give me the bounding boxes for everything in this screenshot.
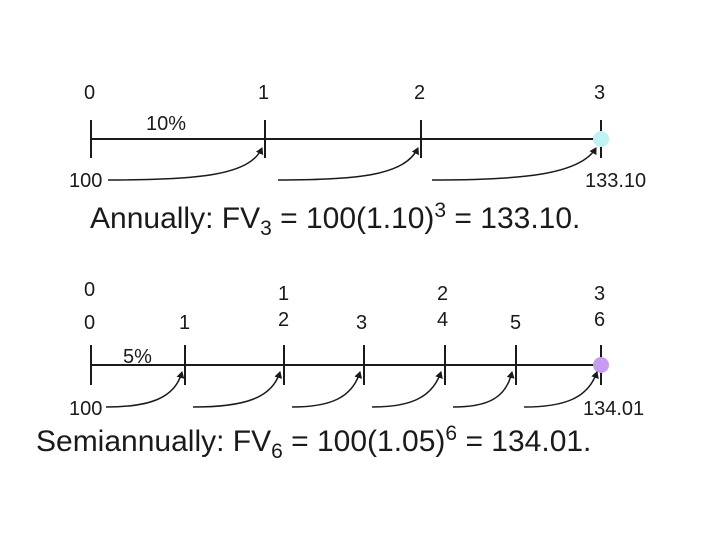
semiannual-arrow-2-3 [291,371,363,408]
semiannual-period-4: 4 [437,309,449,331]
semiannual-formula: Semiannually: FV6 = 100(1.05)6 = 134.01. [36,422,592,462]
semiannual-period-3: 3 [356,312,368,334]
annual-period-2: 2 [414,82,426,104]
annual-formula-subscript: 3 [260,217,272,240]
semiannual-formula-exponent: 6 [445,422,458,445]
semiannual-year-3: 3 [594,283,606,305]
annual-period-1: 1 [258,82,270,104]
semiannual-period-2: 2 [278,309,290,331]
annual-arrow-2-3 [431,147,597,181]
annual-pv-label: 100 [69,170,103,192]
semiannual-arrows [105,371,599,408]
semiannual-year-0: 0 [84,279,96,301]
semiannual-period-1: 1 [179,312,191,334]
semiannual-formula-mid: = 100(1.05) [282,425,446,458]
semiannual-period-6: 6 [594,309,606,331]
semiannual-fv-label: 134.01 [583,398,645,420]
annual-period-0: 0 [84,82,96,104]
annual-formula-suffix: = 133.10. [446,202,581,235]
semiannual-period-5: 5 [510,312,522,334]
semiannual-arrow-4-5 [452,371,515,408]
semiannual-timeline [90,345,602,385]
semiannual-arrow-1-2 [192,371,283,408]
semiannual-year-1: 1 [278,283,290,305]
annual-arrow-1-2 [277,147,419,181]
semiannual-formula-subscript: 6 [271,440,283,463]
semiannual-period-0: 0 [84,312,96,334]
annual-formula-mid: = 100(1.10) [271,202,435,235]
annual-formula-exponent: 3 [434,199,447,222]
annual-formula: Annually: FV3 = 100(1.10)3 = 133.10. [90,199,581,239]
semiannual-formula-prefix: Semiannually: FV [36,425,272,458]
annual-rate-label: 10% [146,113,187,135]
annual-fv-label: 133.10 [585,170,647,192]
semiannual-endpoint-dot [593,357,609,373]
semiannual-arrow-5-6 [523,371,599,408]
semiannual-pv-label: 100 [69,398,103,420]
annual-period-3: 3 [594,82,606,104]
semiannual-year-2: 2 [437,283,449,305]
annual-arrows [107,147,597,181]
semiannual-rate-label: 5% [123,346,152,368]
annual-endpoint-dot [593,131,609,147]
annual-timeline [90,120,602,158]
annual-arrow-0-1 [107,147,264,181]
semiannual-formula-suffix: = 134.01. [457,425,592,458]
semiannual-arrow-0-1 [105,371,185,408]
annual-formula-prefix: Annually: FV [90,202,261,235]
semiannual-arrow-3-4 [371,371,443,408]
